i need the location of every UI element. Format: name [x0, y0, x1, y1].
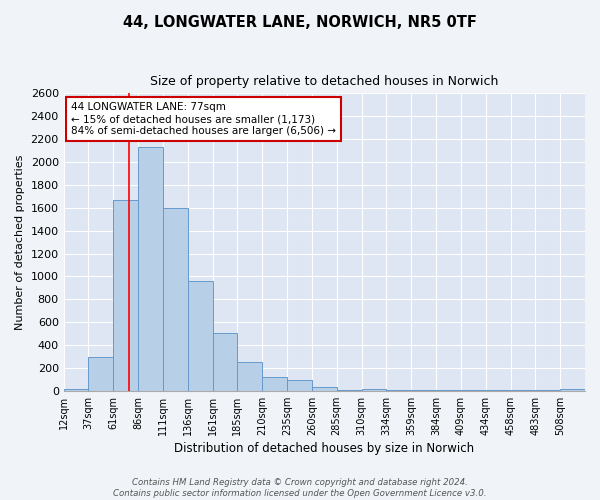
Bar: [485, 390, 511, 391]
Text: 44, LONGWATER LANE, NORWICH, NR5 0TF: 44, LONGWATER LANE, NORWICH, NR5 0TF: [123, 15, 477, 30]
Bar: [113, 200, 138, 391]
Bar: [436, 390, 461, 391]
Bar: [312, 388, 337, 391]
Bar: [511, 390, 535, 391]
Bar: [411, 390, 436, 391]
Bar: [461, 390, 485, 391]
Bar: [238, 362, 262, 391]
Bar: [535, 390, 560, 391]
Text: 44 LONGWATER LANE: 77sqm
← 15% of detached houses are smaller (1,173)
84% of sem: 44 LONGWATER LANE: 77sqm ← 15% of detach…: [71, 102, 336, 136]
Y-axis label: Number of detached properties: Number of detached properties: [15, 154, 25, 330]
Bar: [386, 390, 411, 391]
Bar: [88, 357, 113, 391]
Bar: [212, 333, 238, 391]
Bar: [337, 390, 362, 391]
Bar: [262, 376, 287, 391]
Bar: [163, 208, 188, 391]
Bar: [287, 380, 312, 391]
Bar: [138, 147, 163, 391]
Bar: [362, 388, 386, 391]
Bar: [188, 281, 212, 391]
Title: Size of property relative to detached houses in Norwich: Size of property relative to detached ho…: [150, 75, 499, 88]
Bar: [560, 388, 585, 391]
X-axis label: Distribution of detached houses by size in Norwich: Distribution of detached houses by size …: [174, 442, 475, 455]
Bar: [64, 388, 88, 391]
Text: Contains HM Land Registry data © Crown copyright and database right 2024.
Contai: Contains HM Land Registry data © Crown c…: [113, 478, 487, 498]
